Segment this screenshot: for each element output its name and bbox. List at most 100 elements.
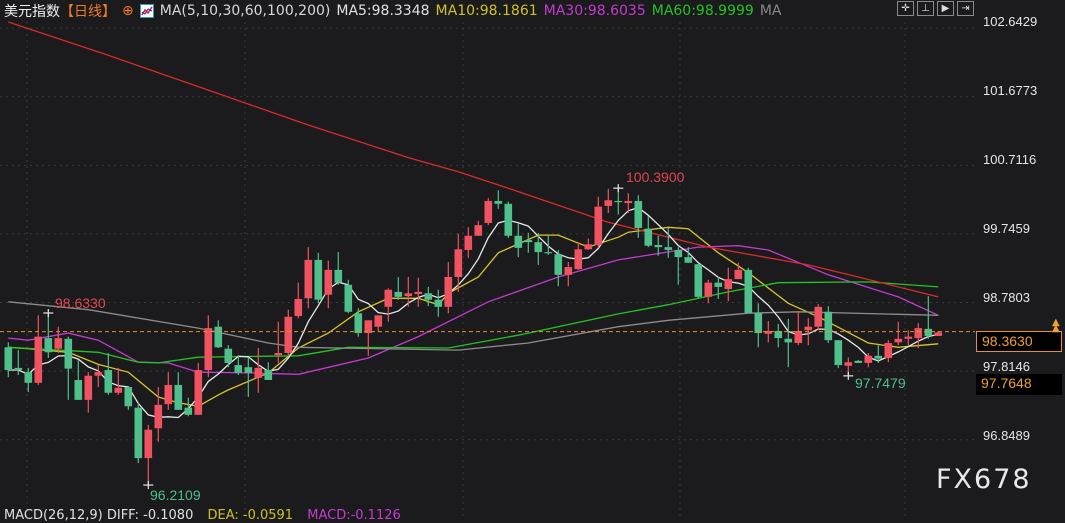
candle xyxy=(494,190,503,209)
candle xyxy=(534,232,543,265)
candle-body xyxy=(304,259,313,299)
candle-body xyxy=(724,279,733,290)
candle xyxy=(314,252,323,304)
candle-body xyxy=(194,370,203,415)
candle xyxy=(264,362,273,380)
candle xyxy=(394,276,403,300)
chart-toolbar: ✛ ⊥ ▶ ⇥ xyxy=(897,1,974,16)
candle-body xyxy=(84,375,93,400)
candle-body xyxy=(864,355,873,363)
candle-body xyxy=(444,276,453,307)
candle-body xyxy=(254,367,263,378)
candle-body xyxy=(844,362,853,366)
candle xyxy=(554,249,563,287)
candle xyxy=(634,195,643,238)
candle-body xyxy=(514,235,523,248)
candle-body xyxy=(734,269,743,280)
candle xyxy=(164,372,173,410)
candle xyxy=(214,320,223,349)
candle xyxy=(654,235,663,256)
candle-body xyxy=(264,370,273,380)
candle xyxy=(674,247,683,285)
ma10-value: MA10:98.1861 xyxy=(435,3,538,19)
candle-body xyxy=(544,252,553,254)
candle-body xyxy=(214,326,223,348)
play-icon[interactable]: ▶ xyxy=(937,1,954,16)
candle-body xyxy=(184,407,193,415)
period-selector[interactable]: 【日线】 xyxy=(60,4,116,20)
candle-body xyxy=(334,269,343,283)
candle xyxy=(404,276,413,307)
ma-more[interactable]: MA xyxy=(759,3,782,19)
candle xyxy=(284,309,293,356)
exit-icon[interactable]: ⇥ xyxy=(957,1,974,16)
candle xyxy=(304,247,313,309)
candle xyxy=(244,357,253,398)
candle-body xyxy=(174,384,183,410)
candle xyxy=(114,367,123,395)
candle xyxy=(514,222,523,258)
macd-legend: MACD(26,12,9) DIFF: -0.1080 DEA: -0.0591… xyxy=(4,508,411,523)
candle-body xyxy=(104,370,113,393)
ma200-line xyxy=(8,21,939,298)
candle xyxy=(224,345,233,368)
candle-body xyxy=(434,299,443,307)
candle-body xyxy=(834,340,843,366)
candle xyxy=(854,360,863,363)
candle-body xyxy=(344,284,353,312)
candle-body xyxy=(604,200,613,206)
candle xyxy=(584,238,593,250)
scroll-up-icon[interactable]: ▲ ▲ xyxy=(1052,317,1060,334)
candle-body xyxy=(394,291,403,297)
y-tick: 99.7459 xyxy=(983,221,1030,236)
y-tick: 97.8146 xyxy=(983,359,1030,374)
candle-body xyxy=(374,315,383,327)
candle-body xyxy=(354,313,363,334)
candle xyxy=(924,296,933,339)
y-tick: 102.6429 xyxy=(983,14,1038,29)
y-tick: 98.7803 xyxy=(983,290,1030,305)
candle-body xyxy=(824,311,833,341)
chart-header: 美元指数 【日线】 ⊕ MA(5,10,30,60,100,200) MA5:9… xyxy=(4,2,787,20)
candle-body xyxy=(324,269,333,295)
candle-body xyxy=(204,328,213,371)
candle-body xyxy=(154,404,163,429)
crosshair-icon[interactable]: ✛ xyxy=(897,1,914,16)
chart-icon[interactable] xyxy=(139,4,154,18)
candle-body xyxy=(44,338,53,353)
high-label: 100.3900 xyxy=(626,169,685,185)
candle-body xyxy=(534,242,543,253)
candle xyxy=(334,252,343,285)
candle-body xyxy=(634,200,643,228)
candle xyxy=(474,220,483,236)
extreme-markers xyxy=(43,184,854,490)
zoom-in-icon[interactable]: ⊥ xyxy=(917,1,934,16)
candles xyxy=(4,188,943,486)
y-tick: 101.6773 xyxy=(983,83,1038,98)
candle-body xyxy=(664,247,673,250)
candle xyxy=(24,367,33,393)
candle xyxy=(44,313,53,358)
candle xyxy=(544,235,553,255)
candle xyxy=(104,352,113,395)
candle xyxy=(34,315,43,385)
instrument-title: 美元指数 xyxy=(4,4,60,20)
candle-body xyxy=(564,267,573,275)
candle xyxy=(174,372,183,410)
candle xyxy=(784,318,793,368)
candle xyxy=(184,397,193,417)
candle-body xyxy=(524,240,533,243)
candle-body xyxy=(14,367,23,371)
candle xyxy=(734,262,743,280)
candle xyxy=(434,289,443,317)
settings-icon[interactable]: ⊕ xyxy=(122,3,134,19)
ma-params[interactable]: MA(5,10,30,60,100,200) xyxy=(159,3,331,19)
candle xyxy=(684,247,693,263)
candle-body xyxy=(744,269,753,314)
candle-body xyxy=(64,338,73,369)
local-low-label: 97.7479 xyxy=(855,375,906,391)
candle xyxy=(504,201,513,238)
candle xyxy=(134,402,143,464)
candle-body xyxy=(364,320,373,334)
